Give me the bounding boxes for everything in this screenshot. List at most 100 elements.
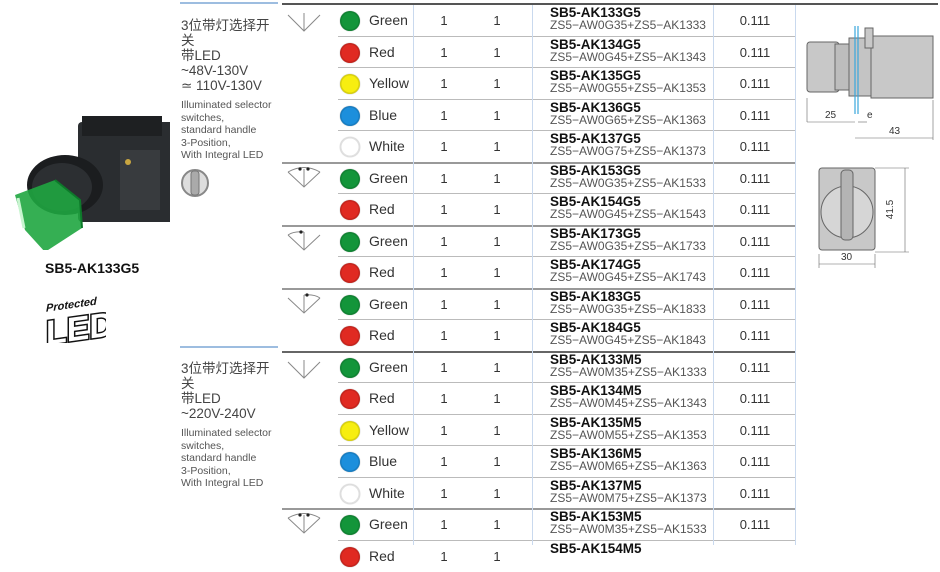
quantity-a: 1	[434, 486, 454, 501]
quantity-b: 1	[487, 391, 507, 406]
component-codes: ZS5−AW0M35+ZS5−AK1533	[550, 523, 707, 536]
component-codes: ZS5−AW0G55+ZS5−AK1353	[550, 82, 706, 95]
component-codes: ZS5−AW0G35+ZS5−AK1833	[550, 303, 706, 316]
weight: 0.111	[722, 297, 788, 312]
dimension-label: 41.5	[885, 200, 896, 219]
column-divider	[413, 5, 414, 545]
quantity-b: 1	[487, 549, 507, 564]
color-indicator	[340, 547, 360, 567]
text: With Integral LED	[181, 149, 281, 162]
text: switches,	[181, 440, 281, 453]
color-indicator	[340, 421, 360, 441]
quantity-a: 1	[434, 423, 454, 438]
weight: 0.111	[722, 202, 788, 217]
color-indicator	[340, 169, 360, 189]
color-name: Red	[369, 390, 395, 406]
reference-code: SB5-AK136G5	[550, 101, 706, 114]
text: ~48V-130V	[181, 63, 281, 78]
component-codes: ZS5−AW0M55+ZS5−AK1353	[550, 429, 707, 442]
quantity-a: 1	[434, 45, 454, 60]
text: 3位带灯选择开关	[181, 18, 281, 48]
color-indicator	[340, 389, 360, 409]
dimension-label: e	[867, 110, 873, 121]
color-name: Green	[369, 359, 408, 375]
weight: 0.111	[722, 265, 788, 280]
component-codes: ZS5−AW0M35+ZS5−AK1333	[550, 366, 707, 379]
color-name: Yellow	[369, 75, 409, 91]
color-name: Green	[369, 170, 408, 186]
color-name: Red	[369, 264, 395, 280]
column-divider	[532, 5, 533, 545]
color-name: Green	[369, 296, 408, 312]
text: ~220V-240V	[181, 406, 281, 421]
quantity-a: 1	[434, 549, 454, 564]
weight: 0.111	[722, 139, 788, 154]
quantity-b: 1	[487, 265, 507, 280]
reference-code: SB5-AK134G5	[550, 38, 706, 51]
front-dimension-drawing: 41.5 30	[805, 160, 940, 270]
quantity-b: 1	[487, 517, 507, 532]
color-name: Blue	[369, 453, 397, 469]
switch-position-icon	[284, 163, 324, 193]
weight: 0.111	[722, 171, 788, 186]
color-name: Red	[369, 44, 395, 60]
switch-position-icon	[284, 9, 324, 39]
quantity-b: 1	[487, 328, 507, 343]
color-name: White	[369, 485, 405, 501]
weight: 0.111	[722, 13, 788, 28]
quantity-b: 1	[487, 486, 507, 501]
switch-position-icon	[284, 289, 324, 319]
reference-code: SB5-AK135M5	[550, 416, 707, 429]
component-codes: ZS5−AW0G35+ZS5−AK1733	[550, 240, 706, 253]
column-divider	[713, 5, 714, 545]
quantity-a: 1	[434, 360, 454, 375]
quantity-a: 1	[434, 139, 454, 154]
reference-code: SB5-AK154M5	[550, 542, 642, 555]
weight: 0.111	[722, 108, 788, 123]
quantity-a: 1	[434, 171, 454, 186]
reference: SB5-AK154M5	[550, 542, 642, 555]
quantity-a: 1	[434, 265, 454, 280]
text: standard handle	[181, 124, 281, 137]
text: With Integral LED	[181, 477, 281, 490]
weight: 0.111	[722, 391, 788, 406]
quantity-b: 1	[487, 202, 507, 217]
weight: 0.111	[722, 423, 788, 438]
component-codes: ZS5−AW0G65+ZS5−AK1363	[550, 114, 706, 127]
component-codes: ZS5−AW0M65+ZS5−AK1363	[550, 460, 707, 473]
weight: 0.111	[722, 486, 788, 501]
description-cn: 3位带灯选择开关 带LED ~220V-240V	[181, 361, 281, 421]
text: 带LED	[181, 48, 281, 63]
product-photo	[10, 110, 170, 250]
color-name: Red	[369, 548, 395, 564]
quantity-a: 1	[434, 13, 454, 28]
quantity-a: 1	[434, 517, 454, 532]
text: Illuminated selector	[181, 427, 281, 440]
weight: 0.111	[722, 454, 788, 469]
color-indicator	[340, 484, 360, 504]
color-name: Blue	[369, 107, 397, 123]
weight: 0.111	[722, 360, 788, 375]
color-name: Yellow	[369, 422, 409, 438]
quantity-b: 1	[487, 297, 507, 312]
component-codes: ZS5−AW0G35+ZS5−AK1533	[550, 177, 706, 190]
quantity-b: 1	[487, 423, 507, 438]
weight: 0.111	[722, 234, 788, 249]
quantity-a: 1	[434, 202, 454, 217]
